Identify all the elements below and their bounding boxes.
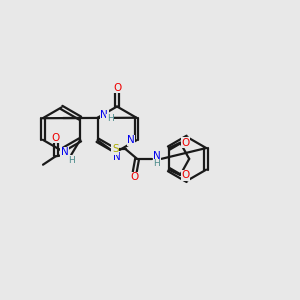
Text: O: O [113, 83, 121, 93]
Text: H: H [68, 156, 75, 165]
Text: O: O [52, 133, 60, 143]
Text: H: H [154, 159, 160, 168]
Text: S: S [112, 144, 119, 154]
Text: N: N [153, 152, 161, 161]
Text: H: H [107, 114, 113, 123]
Text: O: O [130, 172, 139, 182]
Text: N: N [100, 110, 108, 120]
Text: N: N [127, 135, 135, 145]
Text: O: O [182, 138, 190, 148]
Text: O: O [182, 170, 190, 180]
Text: N: N [61, 147, 68, 158]
Text: N: N [113, 152, 121, 162]
